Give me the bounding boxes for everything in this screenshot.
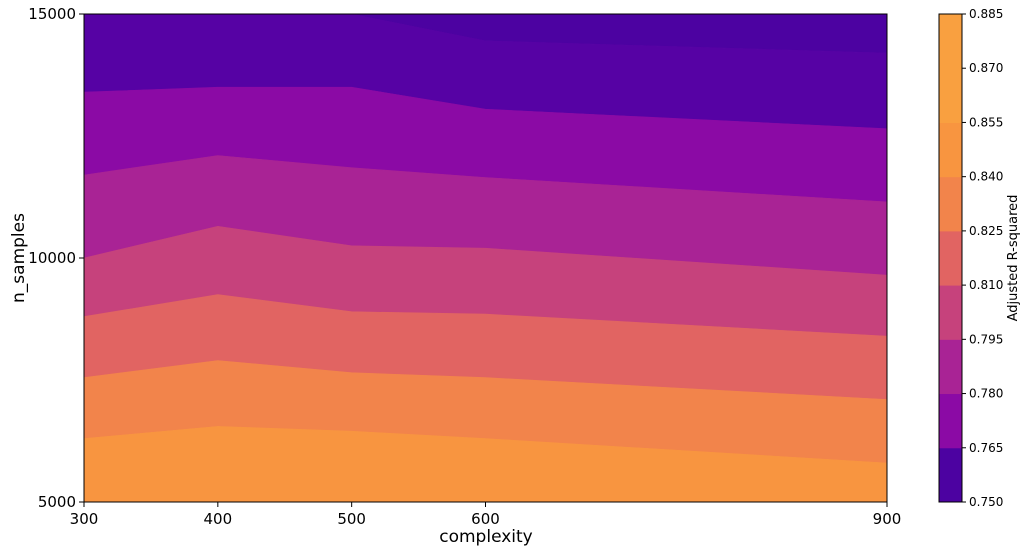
colorbar-tick-label: 0.825	[969, 224, 1003, 238]
contour-fills	[83, 13, 888, 503]
colorbar	[938, 13, 963, 503]
colorbar-tick-label: 0.750	[969, 495, 1003, 509]
colorbar-segment	[939, 230, 962, 286]
x-axis-ticks: 300 400 500 600 900	[70, 502, 902, 528]
x-tick-label: 400	[204, 510, 233, 528]
colorbar-ticks: 0.750 0.765 0.780 0.795 0.810 0.825 0.840 0.855…	[962, 7, 1003, 509]
colorbar-tick-label: 0.885	[969, 7, 1003, 21]
y-axis-ticks: 5000 10000 15000	[28, 5, 84, 511]
colorbar-tick-label: 0.765	[969, 441, 1003, 455]
x-tick-label: 900	[873, 510, 902, 528]
y-tick-label: 5000	[38, 493, 76, 511]
colorbar-segment	[939, 68, 962, 123]
colorbar-label: Adjusted R-squared	[1006, 195, 1021, 322]
x-axis-label: complexity	[439, 527, 533, 547]
colorbar-tick-label: 0.855	[969, 115, 1003, 129]
colorbar-tick-label: 0.810	[969, 278, 1003, 292]
colorbar-segment	[939, 122, 962, 178]
colorbar-segment	[939, 339, 962, 395]
colorbar-tick-label: 0.795	[969, 332, 1003, 346]
x-tick-label: 600	[471, 510, 500, 528]
colorbar-tick-label: 0.870	[969, 61, 1003, 75]
colorbar-tick-label: 0.840	[969, 170, 1003, 184]
x-tick-label: 500	[337, 510, 366, 528]
y-tick-label: 10000	[28, 249, 76, 267]
colorbar-segment	[939, 393, 962, 449]
colorbar-tick-label: 0.780	[969, 387, 1003, 401]
colorbar-frame	[938, 13, 963, 503]
y-tick-label: 15000	[28, 5, 76, 23]
colorbar-segment	[939, 285, 962, 340]
y-axis-label: n_samples	[9, 213, 29, 303]
colorbar-segment	[939, 176, 962, 232]
x-tick-label: 300	[70, 510, 99, 528]
colorbar-segment	[939, 447, 962, 503]
colorbar-segment	[939, 14, 962, 69]
